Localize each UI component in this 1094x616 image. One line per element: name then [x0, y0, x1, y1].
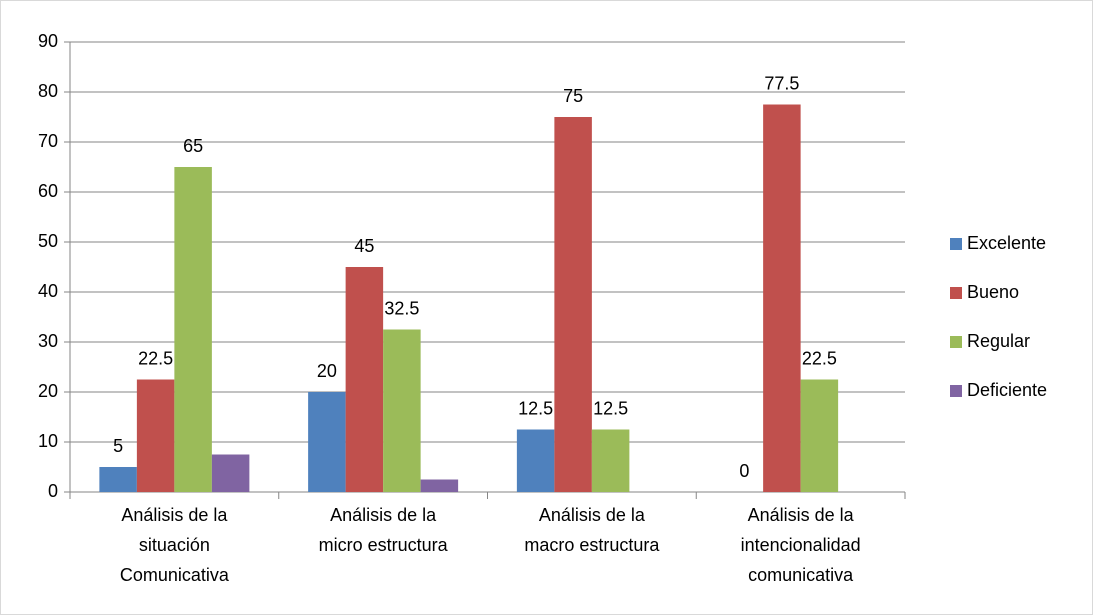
legend-swatch	[950, 238, 962, 250]
bar	[308, 392, 346, 492]
data-label: 0	[739, 461, 749, 481]
x-tick-label: Comunicativa	[120, 565, 230, 585]
bar	[516, 429, 555, 492]
data-label: 22.5	[802, 348, 837, 368]
legend-swatch	[950, 287, 962, 299]
x-tick-label: macro estructura	[524, 535, 660, 555]
y-tick-label: 30	[38, 331, 58, 351]
y-tick-label: 90	[38, 31, 58, 51]
legend-swatch	[950, 385, 962, 397]
bar	[383, 329, 421, 492]
x-tick-label: intencionalidad	[741, 535, 861, 555]
bar	[345, 267, 384, 492]
bar	[763, 104, 801, 492]
data-label: 12.5	[518, 398, 553, 418]
x-tick-label: Análisis de la	[121, 505, 228, 525]
legend-label: Bueno	[967, 282, 1019, 302]
y-tick-label: 50	[38, 231, 58, 251]
bar	[420, 479, 459, 492]
x-tick-label: Análisis de la	[330, 505, 437, 525]
data-label: 5	[113, 436, 123, 456]
y-tick-label: 80	[38, 81, 58, 101]
x-tick-label: comunicativa	[748, 565, 854, 585]
bar	[211, 454, 250, 492]
bar	[136, 379, 175, 492]
data-label: 75	[563, 86, 583, 106]
data-label: 12.5	[593, 398, 628, 418]
y-tick-label: 0	[48, 481, 58, 501]
legend-label: Excelente	[967, 233, 1046, 253]
y-tick-label: 60	[38, 181, 58, 201]
legend-label: Regular	[967, 331, 1030, 351]
data-label: 65	[183, 136, 203, 156]
x-tick-label: Análisis de la	[748, 505, 855, 525]
y-tick-label: 20	[38, 381, 58, 401]
y-tick-label: 40	[38, 281, 58, 301]
x-tick-label: situación	[139, 535, 210, 555]
data-label: 32.5	[384, 298, 419, 318]
data-label: 77.5	[764, 73, 799, 93]
data-label: 45	[354, 236, 374, 256]
legend-label: Deficiente	[967, 380, 1047, 400]
bar	[99, 467, 137, 492]
data-label: 22.5	[138, 348, 173, 368]
y-tick-label: 10	[38, 431, 58, 451]
data-label: 20	[317, 361, 337, 381]
legend-swatch	[950, 336, 962, 348]
x-tick-label: Análisis de la	[539, 505, 646, 525]
bar	[554, 117, 592, 492]
x-tick-label: micro estructura	[319, 535, 449, 555]
bar	[174, 167, 212, 492]
bar	[800, 379, 839, 492]
bar	[591, 429, 630, 492]
y-tick-label: 70	[38, 131, 58, 151]
